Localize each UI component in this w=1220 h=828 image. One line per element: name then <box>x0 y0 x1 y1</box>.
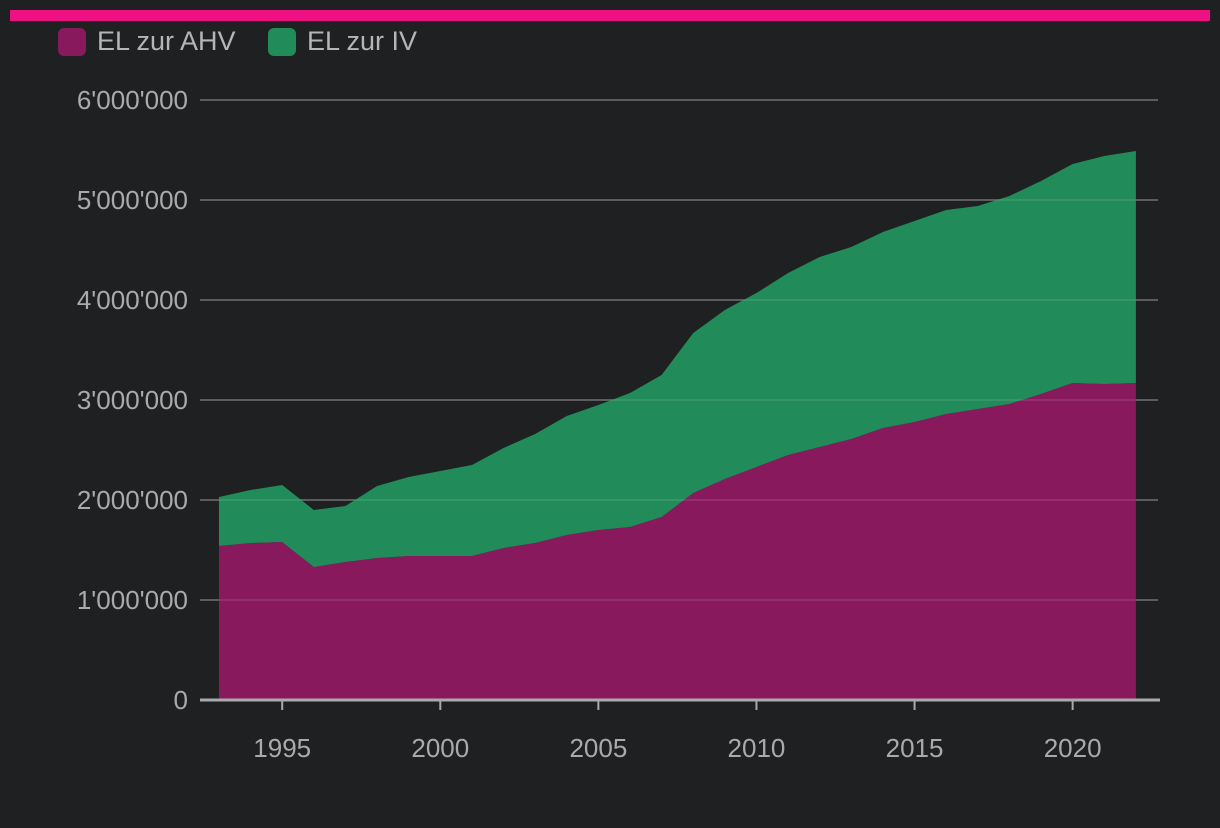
y-tick-label: 2'000'000 <box>77 485 188 515</box>
y-tick-label: 4'000'000 <box>77 285 188 315</box>
x-tick-label: 2005 <box>569 733 627 763</box>
y-tick-label: 0 <box>174 685 188 715</box>
area-iv <box>218 151 1136 567</box>
legend-label-iv: EL zur IV <box>307 26 417 56</box>
x-tick-label: 2015 <box>886 733 944 763</box>
x-tick-label: 1995 <box>253 733 311 763</box>
legend: EL zur AHV EL zur IV <box>58 26 417 56</box>
x-tick-label: 2020 <box>1044 733 1102 763</box>
legend-swatch-iv <box>268 28 296 56</box>
legend-item-ahv: EL zur AHV <box>58 26 236 56</box>
legend-item-iv: EL zur IV <box>268 26 417 56</box>
y-tick-label: 3'000'000 <box>77 385 188 415</box>
accent-top-bar <box>10 10 1210 21</box>
x-axis: 1995 2000 2005 2010 2015 2020 <box>200 698 1160 763</box>
y-tick-label: 6'000'000 <box>77 85 188 115</box>
legend-label-ahv: EL zur AHV <box>97 26 236 56</box>
x-tick-label: 2000 <box>411 733 469 763</box>
y-tick-label: 1'000'000 <box>77 585 188 615</box>
y-axis: 0 1'000'000 2'000'000 3'000'000 4'000'000 5'0… <box>77 85 188 715</box>
y-tick-label: 5'000'000 <box>77 185 188 215</box>
x-tick-label: 2010 <box>728 733 786 763</box>
area-ahv <box>218 383 1136 700</box>
area-series <box>200 99 1158 700</box>
legend-swatch-ahv <box>58 28 86 56</box>
